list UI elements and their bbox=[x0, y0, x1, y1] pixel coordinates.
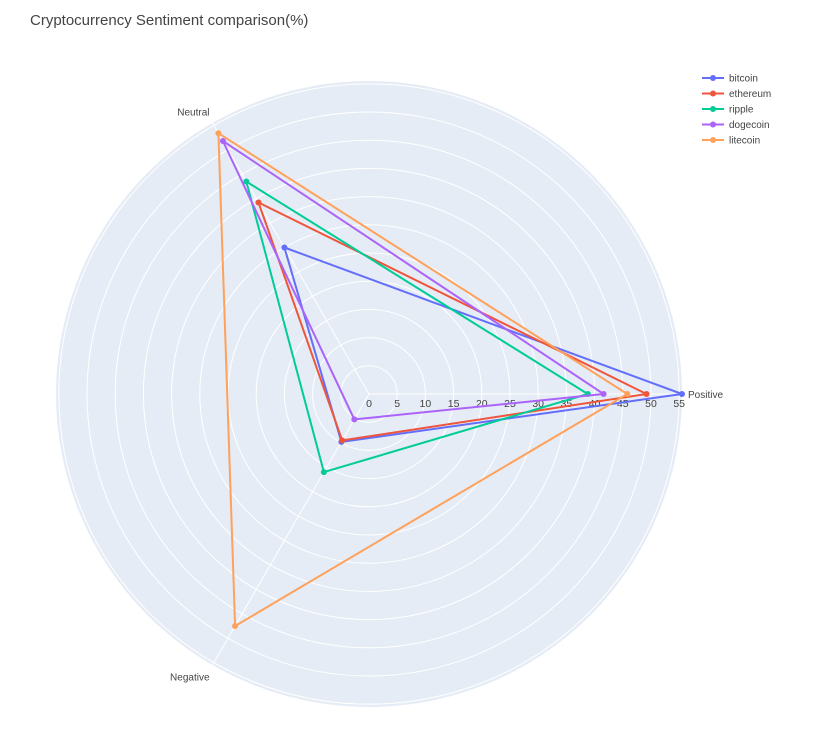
legend-item-ripple[interactable]: ripple bbox=[702, 105, 754, 116]
legend-marker-bitcoin bbox=[710, 75, 716, 81]
axis-label-neutral: Neutral bbox=[177, 108, 209, 119]
series-line-dogecoin bbox=[221, 140, 605, 421]
series-dogecoin bbox=[219, 138, 607, 423]
axis-line bbox=[212, 122, 370, 395]
data-point-dogecoin bbox=[351, 416, 358, 423]
legend-label-litecoin: litecoin bbox=[729, 136, 760, 147]
data-point-litecoin bbox=[215, 130, 222, 137]
legend-label-ripple: ripple bbox=[729, 105, 754, 116]
radial-tick-label: 30 bbox=[532, 398, 544, 410]
data-point-ethereum bbox=[339, 437, 346, 444]
series-line-ethereum bbox=[257, 201, 647, 442]
legend-marker-litecoin bbox=[710, 137, 716, 143]
axis-label-positive: Positive bbox=[688, 390, 723, 401]
data-point-dogecoin bbox=[600, 391, 607, 397]
legend-item-ethereum[interactable]: ethereum bbox=[702, 89, 771, 100]
series-litecoin bbox=[215, 130, 631, 629]
legend: bitcoin ethereum ripple dogecoin litecoin bbox=[702, 74, 771, 147]
legend-item-litecoin[interactable]: litecoin bbox=[702, 136, 760, 147]
data-point-ethereum bbox=[255, 199, 262, 206]
legend-item-dogecoin[interactable]: dogecoin bbox=[702, 120, 770, 131]
radial-tick-label: 55 bbox=[673, 398, 685, 410]
radial-tick-label: 5 bbox=[394, 398, 400, 410]
legend-label-bitcoin: bitcoin bbox=[729, 74, 758, 85]
legend-label-dogecoin: dogecoin bbox=[729, 120, 770, 131]
legend-marker-ripple bbox=[710, 106, 716, 112]
radial-tick-label: 45 bbox=[617, 398, 629, 410]
radial-tick-label: 0 bbox=[366, 398, 372, 410]
radial-tick-label: 15 bbox=[448, 398, 460, 410]
series-traces bbox=[215, 130, 685, 629]
legend-marker-dogecoin bbox=[710, 121, 716, 128]
data-point-litecoin bbox=[232, 622, 239, 629]
series-ethereum bbox=[255, 199, 650, 444]
radial-tick-label: 40 bbox=[589, 398, 601, 410]
series-line-ripple bbox=[245, 180, 589, 474]
data-point-ethereum bbox=[643, 391, 650, 397]
chart-title: Cryptocurrency Sentiment comparison(%) bbox=[30, 12, 309, 29]
legend-marker-ethereum bbox=[710, 90, 716, 97]
radial-tick-label: 35 bbox=[561, 398, 573, 410]
data-point-ripple bbox=[243, 178, 250, 185]
series-line-litecoin bbox=[217, 132, 628, 627]
data-point-ripple bbox=[320, 469, 327, 476]
legend-item-bitcoin[interactable]: bitcoin bbox=[702, 74, 758, 85]
radial-tick-label: 10 bbox=[420, 398, 432, 410]
radial-tick-label: 50 bbox=[645, 398, 657, 410]
data-point-dogecoin bbox=[219, 138, 226, 145]
data-point-bitcoin bbox=[679, 391, 685, 397]
legend-label-ethereum: ethereum bbox=[729, 89, 771, 100]
axis-label-negative: Negative bbox=[170, 672, 210, 683]
data-point-litecoin bbox=[624, 391, 631, 397]
series-line-bitcoin bbox=[283, 246, 683, 443]
data-point-bitcoin bbox=[281, 244, 288, 251]
radial-tick-label: 20 bbox=[476, 398, 488, 410]
